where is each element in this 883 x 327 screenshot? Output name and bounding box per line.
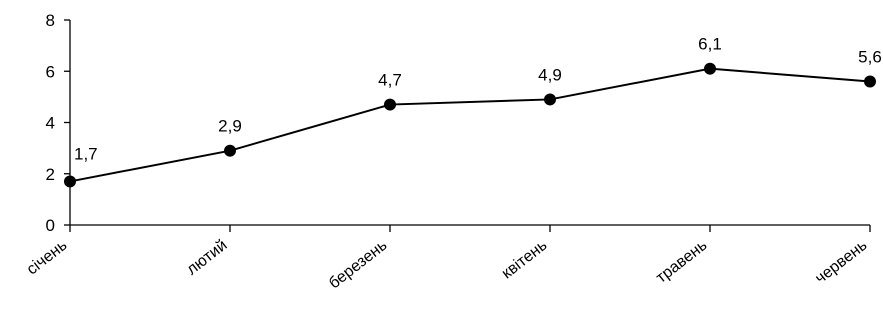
axes bbox=[69, 20, 870, 226]
category-labels: січень лютий березень квітень травень червень bbox=[24, 237, 871, 293]
data-point bbox=[864, 75, 876, 88]
data-point bbox=[64, 175, 76, 188]
data-label: 1,7 bbox=[74, 144, 98, 163]
category-label: лютий bbox=[184, 237, 231, 279]
y-tick-label: 4 bbox=[46, 114, 55, 133]
category-label: січень bbox=[24, 237, 71, 279]
data-label: 6,1 bbox=[698, 35, 722, 54]
y-tick-label: 8 bbox=[46, 11, 55, 30]
x-ticks bbox=[69, 225, 871, 232]
data-points bbox=[64, 62, 876, 188]
series-polyline bbox=[69, 67, 871, 183]
data-label: 4,9 bbox=[538, 65, 562, 84]
series-line bbox=[69, 67, 871, 183]
category-label: травень bbox=[653, 237, 710, 287]
data-label: 2,9 bbox=[218, 117, 242, 136]
data-point bbox=[384, 98, 396, 111]
data-labels: 1,7 2,9 4,7 4,9 6,1 5,6 bbox=[74, 35, 882, 164]
category-label: березень bbox=[326, 237, 390, 293]
y-tick-label: 2 bbox=[46, 165, 55, 184]
y-ticks: 0 2 4 6 8 bbox=[46, 11, 70, 235]
category-label: червень bbox=[812, 237, 870, 288]
data-point bbox=[224, 144, 236, 157]
data-point bbox=[544, 93, 556, 106]
y-tick-label: 6 bbox=[46, 62, 55, 81]
data-label: 5,6 bbox=[858, 48, 882, 67]
y-tick-label: 0 bbox=[46, 216, 55, 235]
data-label: 4,7 bbox=[378, 71, 402, 90]
category-label: квітень bbox=[499, 237, 551, 283]
data-point bbox=[704, 62, 716, 75]
